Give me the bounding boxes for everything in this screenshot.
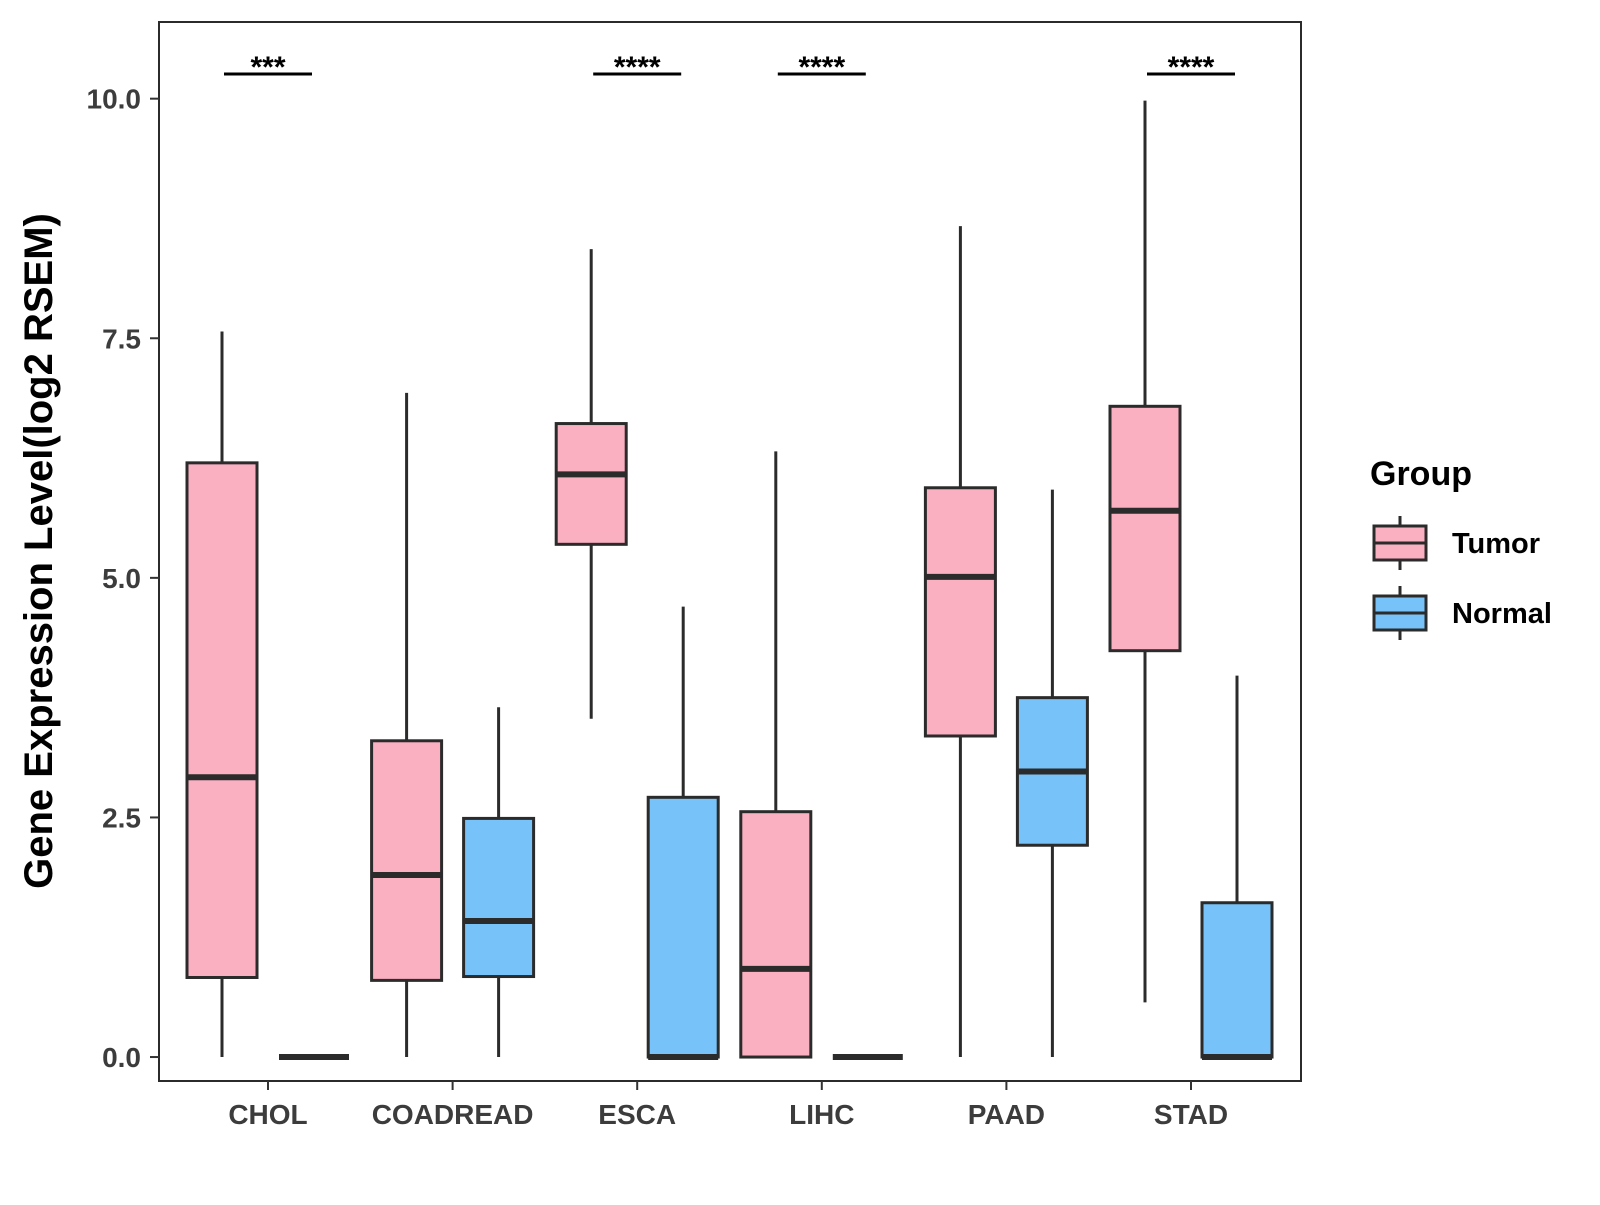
box-body bbox=[1108, 404, 1182, 653]
legend-label-normal: Normal bbox=[1452, 598, 1552, 630]
y-tick-label-2-5: 2.5 bbox=[102, 802, 141, 833]
box-body bbox=[370, 739, 444, 982]
box-body bbox=[923, 486, 997, 738]
box-tumor-esca bbox=[554, 249, 628, 719]
box-normal-stad bbox=[1200, 675, 1274, 1061]
box-body bbox=[1200, 901, 1274, 1059]
legend-title: Group bbox=[1370, 455, 1472, 493]
sig-label-stad: **** bbox=[1168, 51, 1215, 84]
legend-label-tumor: Tumor bbox=[1452, 528, 1540, 560]
box-body bbox=[462, 816, 536, 979]
box-normal-paad bbox=[1015, 489, 1089, 1058]
legend-item-tumor: Tumor bbox=[1372, 516, 1540, 570]
box-body bbox=[185, 461, 259, 979]
y-tick-label-10-0: 10.0 bbox=[87, 84, 142, 115]
x-tick-label-coadread: COADREAD bbox=[372, 1099, 534, 1130]
box-tumor-paad bbox=[923, 226, 997, 1058]
x-tick-label-lihc: LIHC bbox=[789, 1099, 854, 1130]
box-normal-coadread bbox=[462, 707, 536, 1058]
x-tick-label-esca: ESCA bbox=[598, 1099, 676, 1130]
y-tick-label-5-0: 5.0 bbox=[102, 563, 141, 594]
box-tumor-lihc bbox=[739, 451, 813, 1059]
boxes-layer bbox=[185, 100, 1274, 1061]
box-tumor-stad bbox=[1108, 100, 1182, 1003]
box-tumor-chol bbox=[185, 331, 259, 1058]
legend-item-normal: Normal bbox=[1372, 586, 1552, 640]
box-body bbox=[554, 422, 628, 546]
sig-label-lihc: **** bbox=[798, 51, 845, 84]
x-tick-label-stad: STAD bbox=[1154, 1099, 1228, 1130]
significance-annotations: *** **** **** **** bbox=[224, 51, 1235, 84]
y-axis-title: Gene Expression Level(log2 RSEM) bbox=[17, 213, 61, 889]
x-tick-label-chol: CHOL bbox=[228, 1099, 307, 1130]
y-tick-label-7-5: 7.5 bbox=[102, 323, 141, 354]
axes: 0.0 2.5 5.0 7.5 10.0 CHOL COADREAD ESCA LIHC PAAD… bbox=[87, 84, 1229, 1130]
legend: Group Tumor Normal bbox=[1370, 455, 1552, 640]
box-tumor-coadread bbox=[370, 392, 444, 1058]
box-normal-esca bbox=[646, 606, 720, 1061]
box-body bbox=[646, 795, 720, 1059]
sig-label-chol: *** bbox=[250, 51, 285, 84]
x-tick-label-paad: PAAD bbox=[968, 1099, 1045, 1130]
box-body bbox=[739, 810, 813, 1059]
y-tick-label-0-0: 0.0 bbox=[102, 1042, 141, 1073]
sig-label-esca: **** bbox=[614, 51, 661, 84]
